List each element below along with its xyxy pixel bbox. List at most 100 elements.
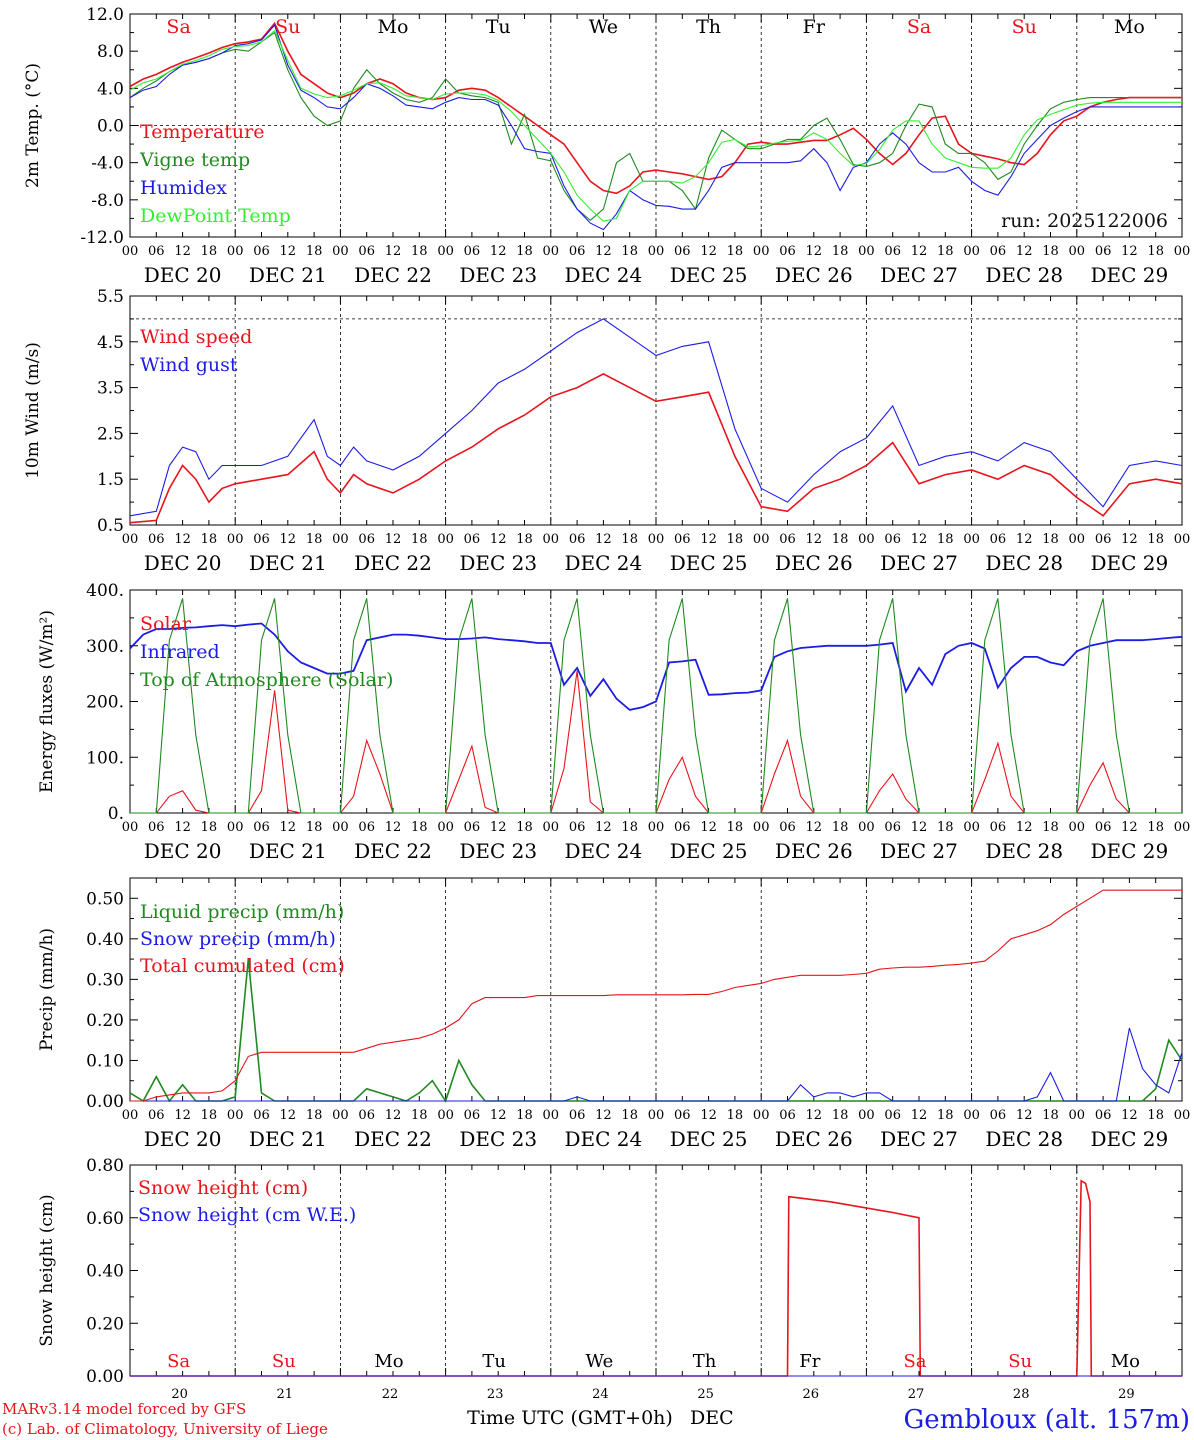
hour-tick-label: 18: [201, 1108, 218, 1123]
hour-tick-label: 00: [858, 1108, 875, 1123]
day-number-label: 25: [697, 1387, 714, 1402]
hour-tick-label: 06: [779, 244, 796, 259]
credit-model: MARv3.14 model forced by GFS: [2, 1400, 246, 1418]
hour-tick-label: 18: [411, 532, 428, 547]
hour-tick-label: 00: [858, 532, 875, 547]
day-label: DEC 20: [144, 1127, 222, 1151]
hour-tick-label: 18: [201, 244, 218, 259]
weekday-label: Th: [696, 16, 721, 38]
hour-tick-label: 18: [306, 1108, 323, 1123]
hour-tick-label: 18: [727, 532, 744, 547]
weekday-label: Su: [272, 1351, 296, 1372]
day-label: DEC 28: [985, 551, 1063, 575]
hour-tick-label: 00: [858, 820, 875, 835]
y-axis-label: 2m Temp. (°C): [23, 63, 43, 188]
hour-tick-label: 06: [464, 244, 481, 259]
hour-tick-label: 12: [700, 1108, 717, 1123]
day-label: DEC 27: [880, 839, 958, 863]
y-tick-label: 0.80: [86, 1156, 124, 1176]
hour-tick-label: 12: [911, 820, 928, 835]
hour-tick-label: 00: [543, 820, 560, 835]
hour-tick-label: 12: [595, 1108, 612, 1123]
weekday-label: Mo: [378, 16, 409, 38]
hour-tick-label: 00: [437, 532, 454, 547]
day-label: DEC 23: [459, 1127, 537, 1151]
hour-tick-label: 12: [1121, 820, 1138, 835]
hour-tick-label: 18: [832, 820, 849, 835]
legend-entry: Liquid precip (mm/h): [140, 901, 344, 923]
hour-tick-label: 00: [963, 244, 980, 259]
day-number-label: 26: [803, 1387, 820, 1402]
y-tick-label: 200.: [86, 693, 124, 713]
day-label: DEC 27: [880, 551, 958, 575]
hour-tick-label: 18: [832, 1108, 849, 1123]
weekday-label: Mo: [374, 1351, 403, 1372]
hour-tick-label: 06: [148, 1108, 165, 1123]
hour-tick-label: 00: [1174, 1108, 1191, 1123]
day-label: DEC 26: [775, 263, 853, 287]
hour-tick-label: 12: [385, 532, 402, 547]
hour-tick-label: 12: [806, 820, 823, 835]
hour-tick-label: 00: [122, 820, 139, 835]
day-label: DEC 25: [670, 551, 748, 575]
hour-tick-label: 06: [1095, 820, 1112, 835]
hour-tick-label: 18: [727, 244, 744, 259]
hour-tick-label: 00: [122, 1108, 139, 1123]
hour-tick-label: 18: [621, 244, 638, 259]
day-label: DEC 29: [1091, 839, 1169, 863]
hour-tick-label: 00: [543, 1108, 560, 1123]
hour-tick-label: 12: [700, 820, 717, 835]
weekday-label: Sa: [167, 1351, 190, 1372]
hour-tick-label: 00: [753, 244, 770, 259]
hour-tick-label: 18: [621, 532, 638, 547]
hour-tick-label: 00: [227, 1108, 244, 1123]
day-number-label: 22: [382, 1387, 399, 1402]
weekday-label: Sa: [903, 1351, 926, 1372]
weekday-label: Su: [1012, 16, 1037, 38]
hour-tick-label: 00: [332, 244, 349, 259]
legend-entry: Snow height (cm W.E.): [138, 1204, 356, 1226]
hour-tick-label: 06: [148, 532, 165, 547]
hour-tick-label: 12: [385, 820, 402, 835]
hour-tick-label: 00: [648, 1108, 665, 1123]
legend-entry: Wind gust: [140, 354, 238, 376]
hour-tick-label: 00: [648, 532, 665, 547]
y-tick-label: 12.0: [86, 5, 124, 25]
hour-tick-label: 06: [569, 532, 586, 547]
hour-tick-label: 06: [779, 532, 796, 547]
hour-tick-label: 18: [1147, 820, 1164, 835]
y-tick-label: 0.00: [86, 1092, 124, 1112]
y-tick-label: 3.5: [97, 379, 124, 399]
day-number-label: 28: [1013, 1387, 1030, 1402]
hour-tick-label: 00: [437, 820, 454, 835]
hour-tick-label: 12: [174, 1108, 191, 1123]
hour-tick-label: 06: [569, 820, 586, 835]
hour-tick-label: 06: [358, 1108, 375, 1123]
weekday-label: Sa: [907, 16, 931, 38]
hour-tick-label: 18: [621, 820, 638, 835]
day-label: DEC 21: [249, 839, 327, 863]
hour-tick-label: 00: [753, 532, 770, 547]
day-label: DEC 24: [565, 839, 643, 863]
hour-tick-label: 18: [1042, 820, 1059, 835]
day-label: DEC 28: [985, 1127, 1063, 1151]
hour-tick-label: 12: [1016, 532, 1033, 547]
hour-tick-label: 00: [1069, 820, 1086, 835]
y-tick-label: 0.00: [86, 1367, 124, 1387]
hour-tick-label: 12: [911, 244, 928, 259]
series-line-wind-gust: [129, 318, 1183, 517]
hour-tick-label: 00: [332, 820, 349, 835]
y-tick-label: 0.: [108, 804, 124, 824]
series-line-top-of-atmosphere-solar-: [130, 598, 1182, 814]
hour-tick-label: 00: [1069, 532, 1086, 547]
y-tick-label: 0.50: [86, 889, 124, 909]
day-label: DEC 22: [354, 263, 432, 287]
legend-entry: Solar: [140, 613, 192, 635]
weekday-label: Fr: [799, 1351, 820, 1372]
hour-tick-label: 00: [437, 244, 454, 259]
day-label: DEC 23: [459, 839, 537, 863]
hour-tick-label: 00: [122, 244, 139, 259]
day-label: DEC 22: [354, 839, 432, 863]
x-axis-unit: DEC: [690, 1407, 734, 1429]
hour-tick-label: 12: [806, 1108, 823, 1123]
